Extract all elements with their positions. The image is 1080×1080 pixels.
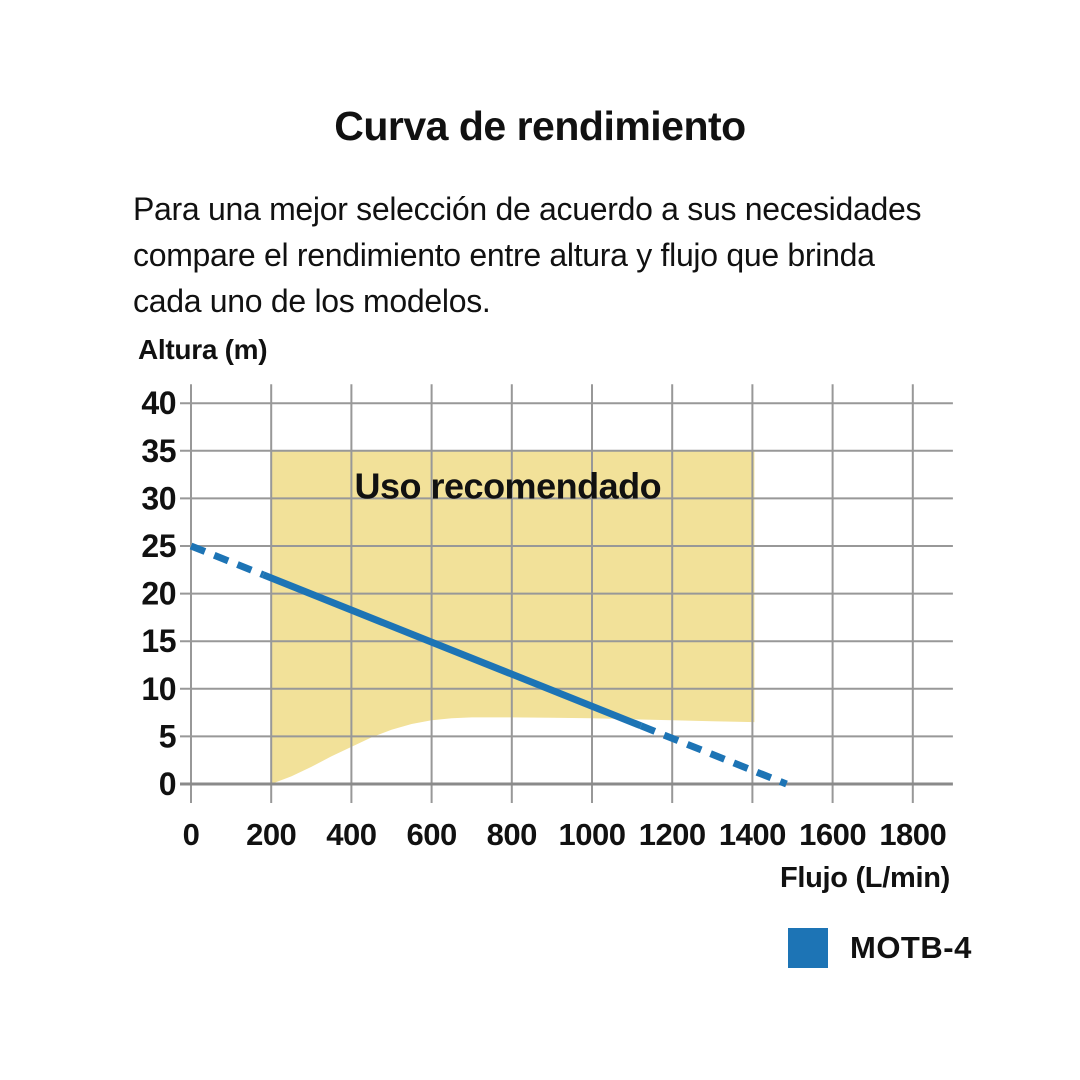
y-tick-label: 35: [141, 433, 176, 469]
legend-label-motb-4: MOTB-4: [850, 930, 972, 965]
y-tick-label: 20: [141, 576, 176, 612]
x-tick-label: 1000: [559, 817, 626, 852]
y-tick-label: 5: [159, 718, 176, 754]
page-title: Curva de rendimiento: [334, 103, 746, 149]
x-tick-label: 1400: [719, 817, 786, 852]
y-tick-label: 25: [141, 528, 176, 564]
y-tick-label: 40: [141, 385, 176, 421]
x-tick-label: 1600: [799, 817, 866, 852]
curve-MOTB-4-solid: [261, 571, 643, 730]
y-tick-label: 15: [141, 623, 176, 659]
x-tick-label: 0: [183, 817, 200, 852]
x-tick-label: 200: [246, 817, 296, 852]
description-line: cada uno de los modelos.: [133, 283, 491, 319]
y-axis-label: Altura (m): [138, 334, 268, 365]
x-tick-label: 1200: [639, 817, 706, 852]
x-tick-label: 600: [406, 817, 456, 852]
x-tick-label: 1800: [879, 817, 946, 852]
description-line: compare el rendimiento entre altura y fl…: [133, 237, 875, 273]
curve-MOTB-4-dashed: [639, 722, 788, 788]
legend: MOTB-4: [788, 928, 972, 968]
x-tick-label: 400: [326, 817, 376, 852]
recommended-use-label: Uso recomendado: [355, 465, 662, 506]
description: Para una mejor selección de acuerdo a su…: [133, 186, 993, 324]
x-axis-label: Flujo (L/min): [779, 862, 950, 894]
y-tick-label: 10: [141, 671, 176, 707]
x-tick-label: 800: [487, 817, 537, 852]
description-line: Para una mejor selección de acuerdo a su…: [133, 191, 922, 227]
curve-MOTB-4-dashed: [189, 542, 265, 579]
y-tick-label: 30: [141, 480, 176, 516]
recommended-region: [271, 450, 755, 784]
legend-swatch-motb-4: [788, 928, 828, 968]
y-tick-label: 0: [159, 766, 176, 802]
